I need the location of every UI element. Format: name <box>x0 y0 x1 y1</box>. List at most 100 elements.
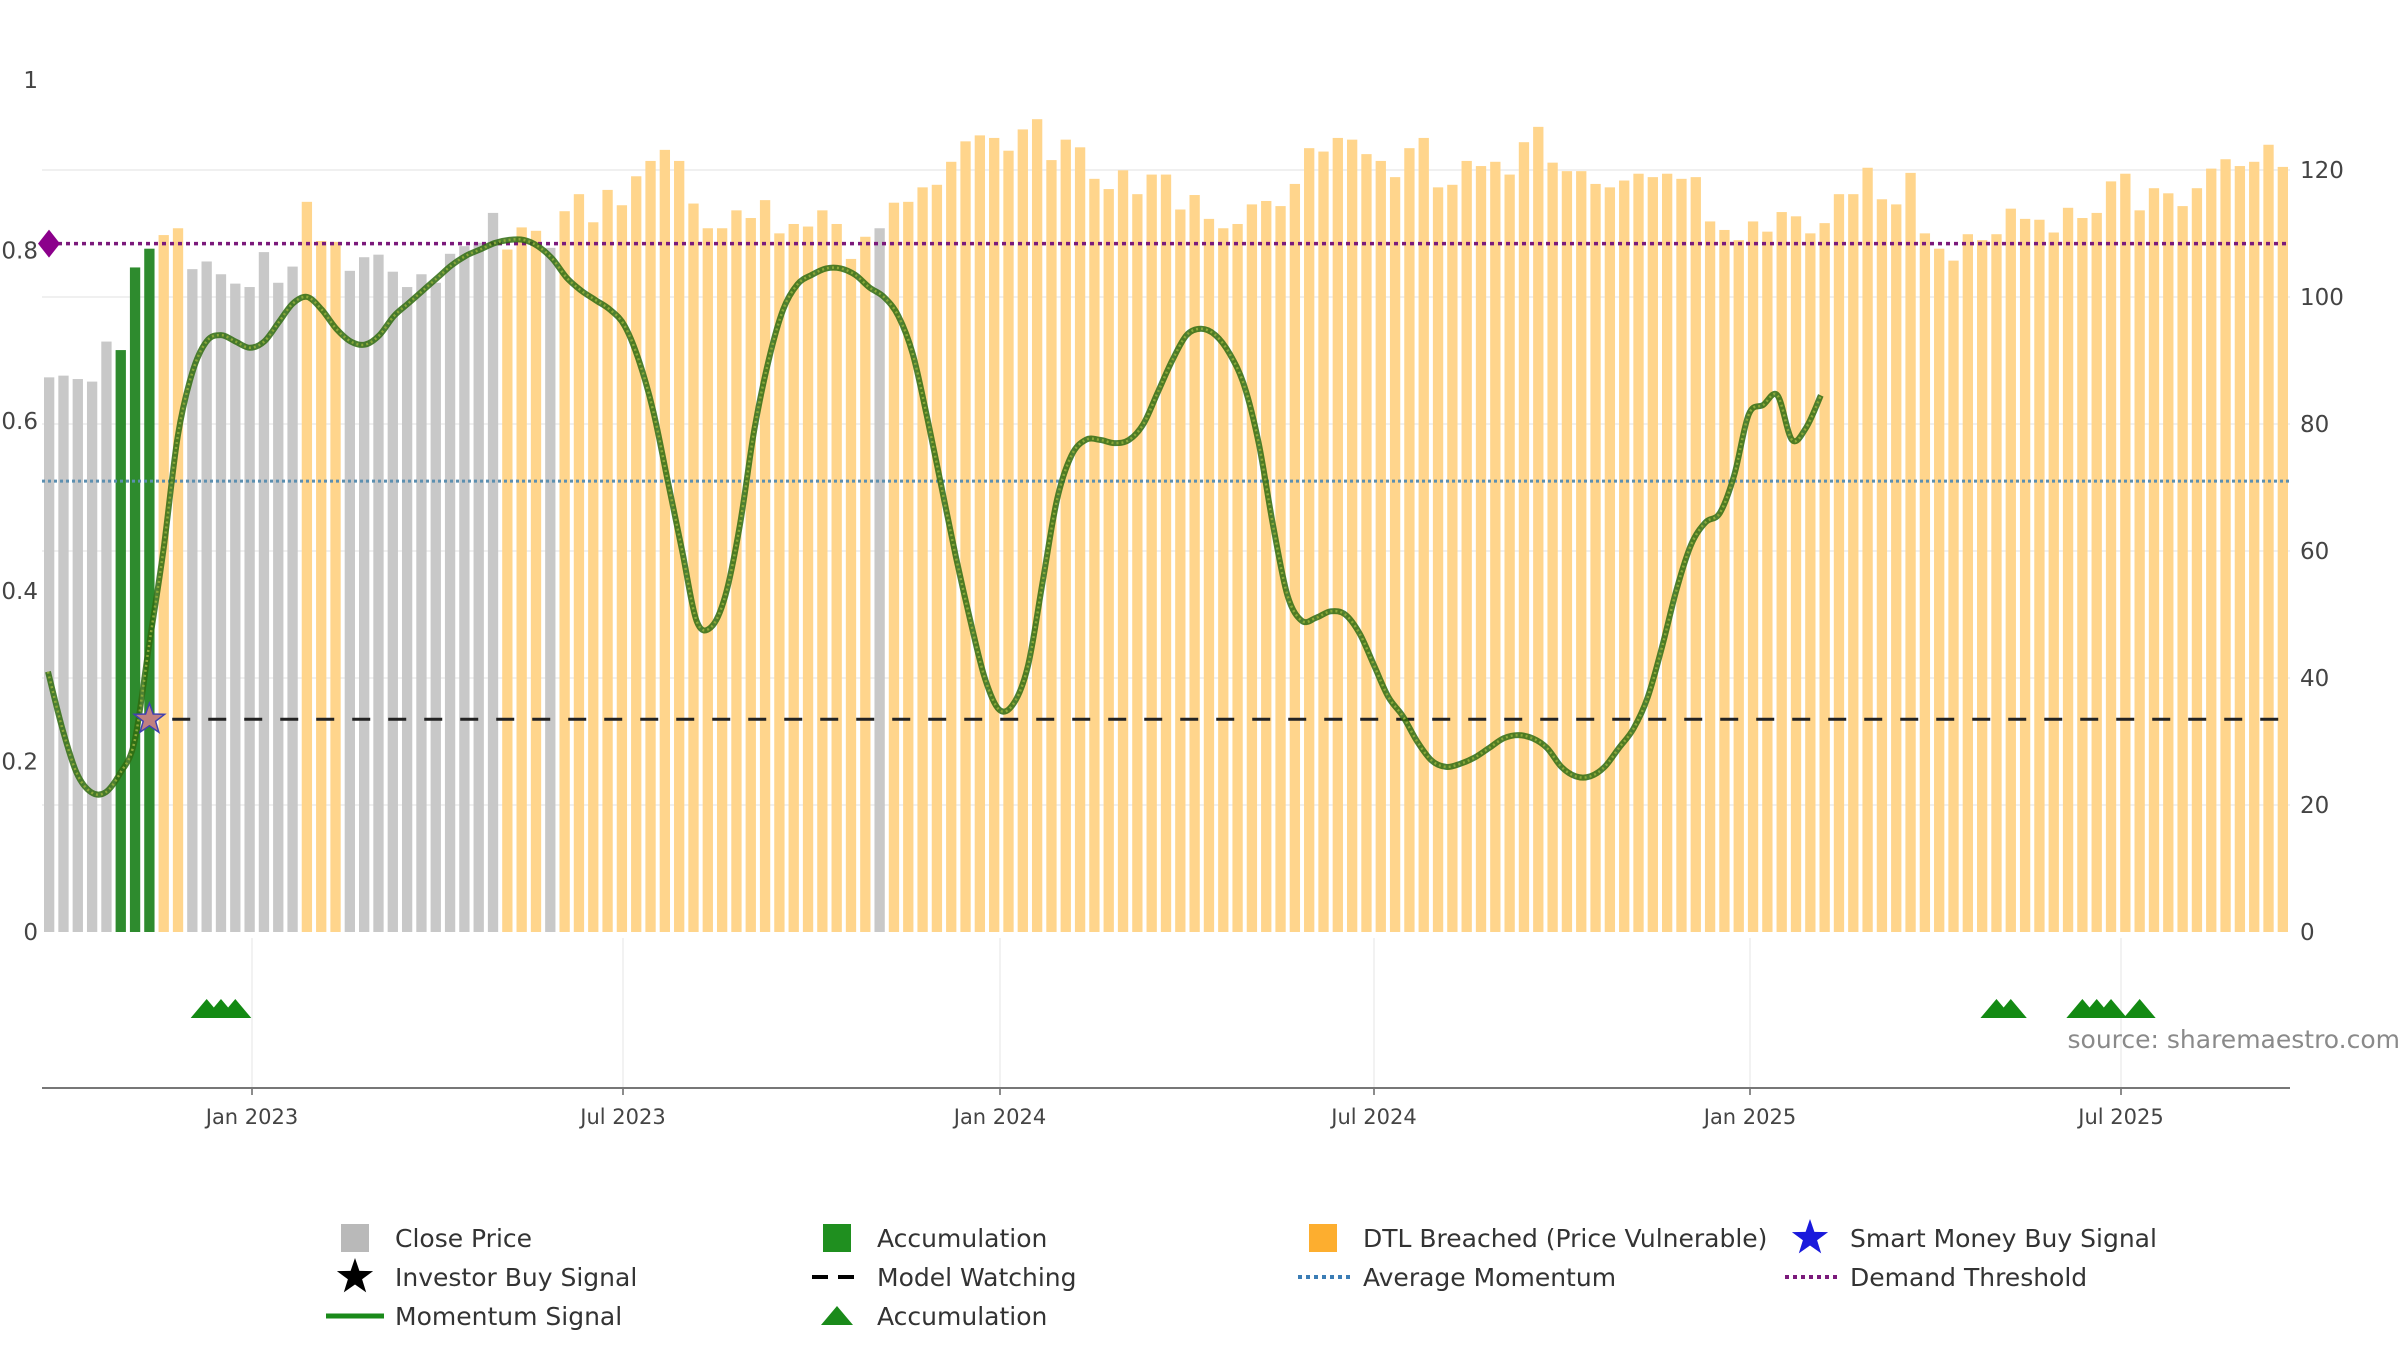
bar-95 <box>1404 148 1414 932</box>
bar-78 <box>1161 175 1171 932</box>
left-tick-label-1: 0.2 <box>1 750 38 776</box>
bar-61 <box>917 187 927 932</box>
right-tick-label-5: 100 <box>2300 285 2344 311</box>
bar-104 <box>1533 127 1543 932</box>
bar-87 <box>1290 184 1300 932</box>
bar-138 <box>2020 219 2030 932</box>
bar-145 <box>2120 174 2130 932</box>
legend-label-7: Demand Threshold <box>1850 1263 2087 1292</box>
bar-36 <box>559 211 569 932</box>
bar-146 <box>2135 210 2145 932</box>
bar-55 <box>832 224 842 932</box>
bar-112 <box>1648 177 1658 932</box>
bar-37 <box>574 194 584 932</box>
x-tick-label-1: Jul 2023 <box>578 1105 665 1129</box>
bar-148 <box>2163 193 2173 932</box>
bar-42 <box>645 161 655 932</box>
legend-label-8: Momentum Signal <box>395 1302 622 1331</box>
bar-43 <box>660 150 670 932</box>
bar-105 <box>1547 163 1557 932</box>
bar-92 <box>1361 154 1371 932</box>
bar-142 <box>2077 218 2087 932</box>
bar-14 <box>244 287 254 932</box>
bar-156 <box>2278 167 2288 932</box>
bar-113 <box>1662 174 1672 932</box>
legend-label-1: Accumulation <box>877 1224 1047 1253</box>
bar-50 <box>760 200 770 932</box>
bar-13 <box>230 284 240 932</box>
bar-140 <box>2049 233 2059 932</box>
bar-54 <box>817 210 827 932</box>
x-tick-label-0: Jan 2023 <box>204 1105 299 1129</box>
bar-77 <box>1147 175 1157 932</box>
bar-93 <box>1376 161 1386 932</box>
bar-74 <box>1104 189 1114 932</box>
bars-layer <box>44 119 2288 932</box>
bar-21 <box>345 271 355 932</box>
bar-109 <box>1605 187 1615 932</box>
bar-117 <box>1719 230 1729 932</box>
bar-2 <box>73 379 83 932</box>
left-tick-label-3: 0.6 <box>1 409 38 435</box>
bar-147 <box>2149 188 2159 932</box>
bar-46 <box>703 228 713 932</box>
demand-threshold-marker <box>38 230 60 258</box>
legend-label-6: Average Momentum <box>1363 1263 1616 1292</box>
bar-66 <box>989 138 999 932</box>
bar-99 <box>1462 161 1472 932</box>
bar-122 <box>1791 216 1801 932</box>
bar-29 <box>459 246 469 932</box>
x-tick-label-5: Jul 2025 <box>2076 1105 2163 1129</box>
bar-32 <box>502 250 512 932</box>
bar-79 <box>1175 210 1185 932</box>
bar-30 <box>474 243 484 932</box>
bar-134 <box>1963 234 1973 932</box>
bar-139 <box>2034 220 2044 932</box>
bar-118 <box>1734 240 1744 932</box>
bar-6 <box>130 267 140 932</box>
bar-60 <box>903 202 913 932</box>
bar-71 <box>1061 140 1071 932</box>
triangles-layer <box>191 999 2156 1018</box>
bar-102 <box>1504 175 1514 932</box>
bar-0 <box>44 377 54 932</box>
bar-98 <box>1447 185 1457 932</box>
bar-116 <box>1705 221 1715 932</box>
left-tick-label-5: 1 <box>23 68 38 94</box>
right-tick-label-1: 20 <box>2300 793 2329 819</box>
bar-119 <box>1748 221 1758 932</box>
bar-152 <box>2220 159 2230 932</box>
bar-20 <box>330 242 340 932</box>
x-tick-label-4: Jan 2025 <box>1702 1105 1797 1129</box>
bar-62 <box>932 185 942 932</box>
bar-52 <box>789 224 799 932</box>
bar-24 <box>388 272 398 932</box>
bar-39 <box>602 190 612 932</box>
legend-label-9: Accumulation <box>877 1302 1047 1331</box>
bar-103 <box>1519 142 1529 932</box>
bar-130 <box>1905 173 1915 932</box>
bar-80 <box>1189 195 1199 932</box>
bar-26 <box>416 274 426 932</box>
bar-83 <box>1232 224 1242 932</box>
bar-150 <box>2192 188 2202 932</box>
bar-53 <box>803 227 813 932</box>
bar-33 <box>517 227 527 932</box>
legend-swatch-1 <box>823 1224 851 1252</box>
bar-73 <box>1089 179 1099 932</box>
bar-12 <box>216 274 226 932</box>
bar-41 <box>631 176 641 932</box>
bar-88 <box>1304 148 1314 932</box>
bar-149 <box>2177 206 2187 932</box>
bar-58 <box>874 228 884 932</box>
bar-34 <box>531 231 541 932</box>
bar-76 <box>1132 194 1142 932</box>
bar-123 <box>1805 233 1815 932</box>
legend-label-4: Investor Buy Signal <box>395 1263 637 1292</box>
left-tick-label-2: 0.4 <box>1 579 38 605</box>
bar-151 <box>2206 169 2216 932</box>
bar-126 <box>1848 194 1858 932</box>
bar-28 <box>445 254 455 932</box>
